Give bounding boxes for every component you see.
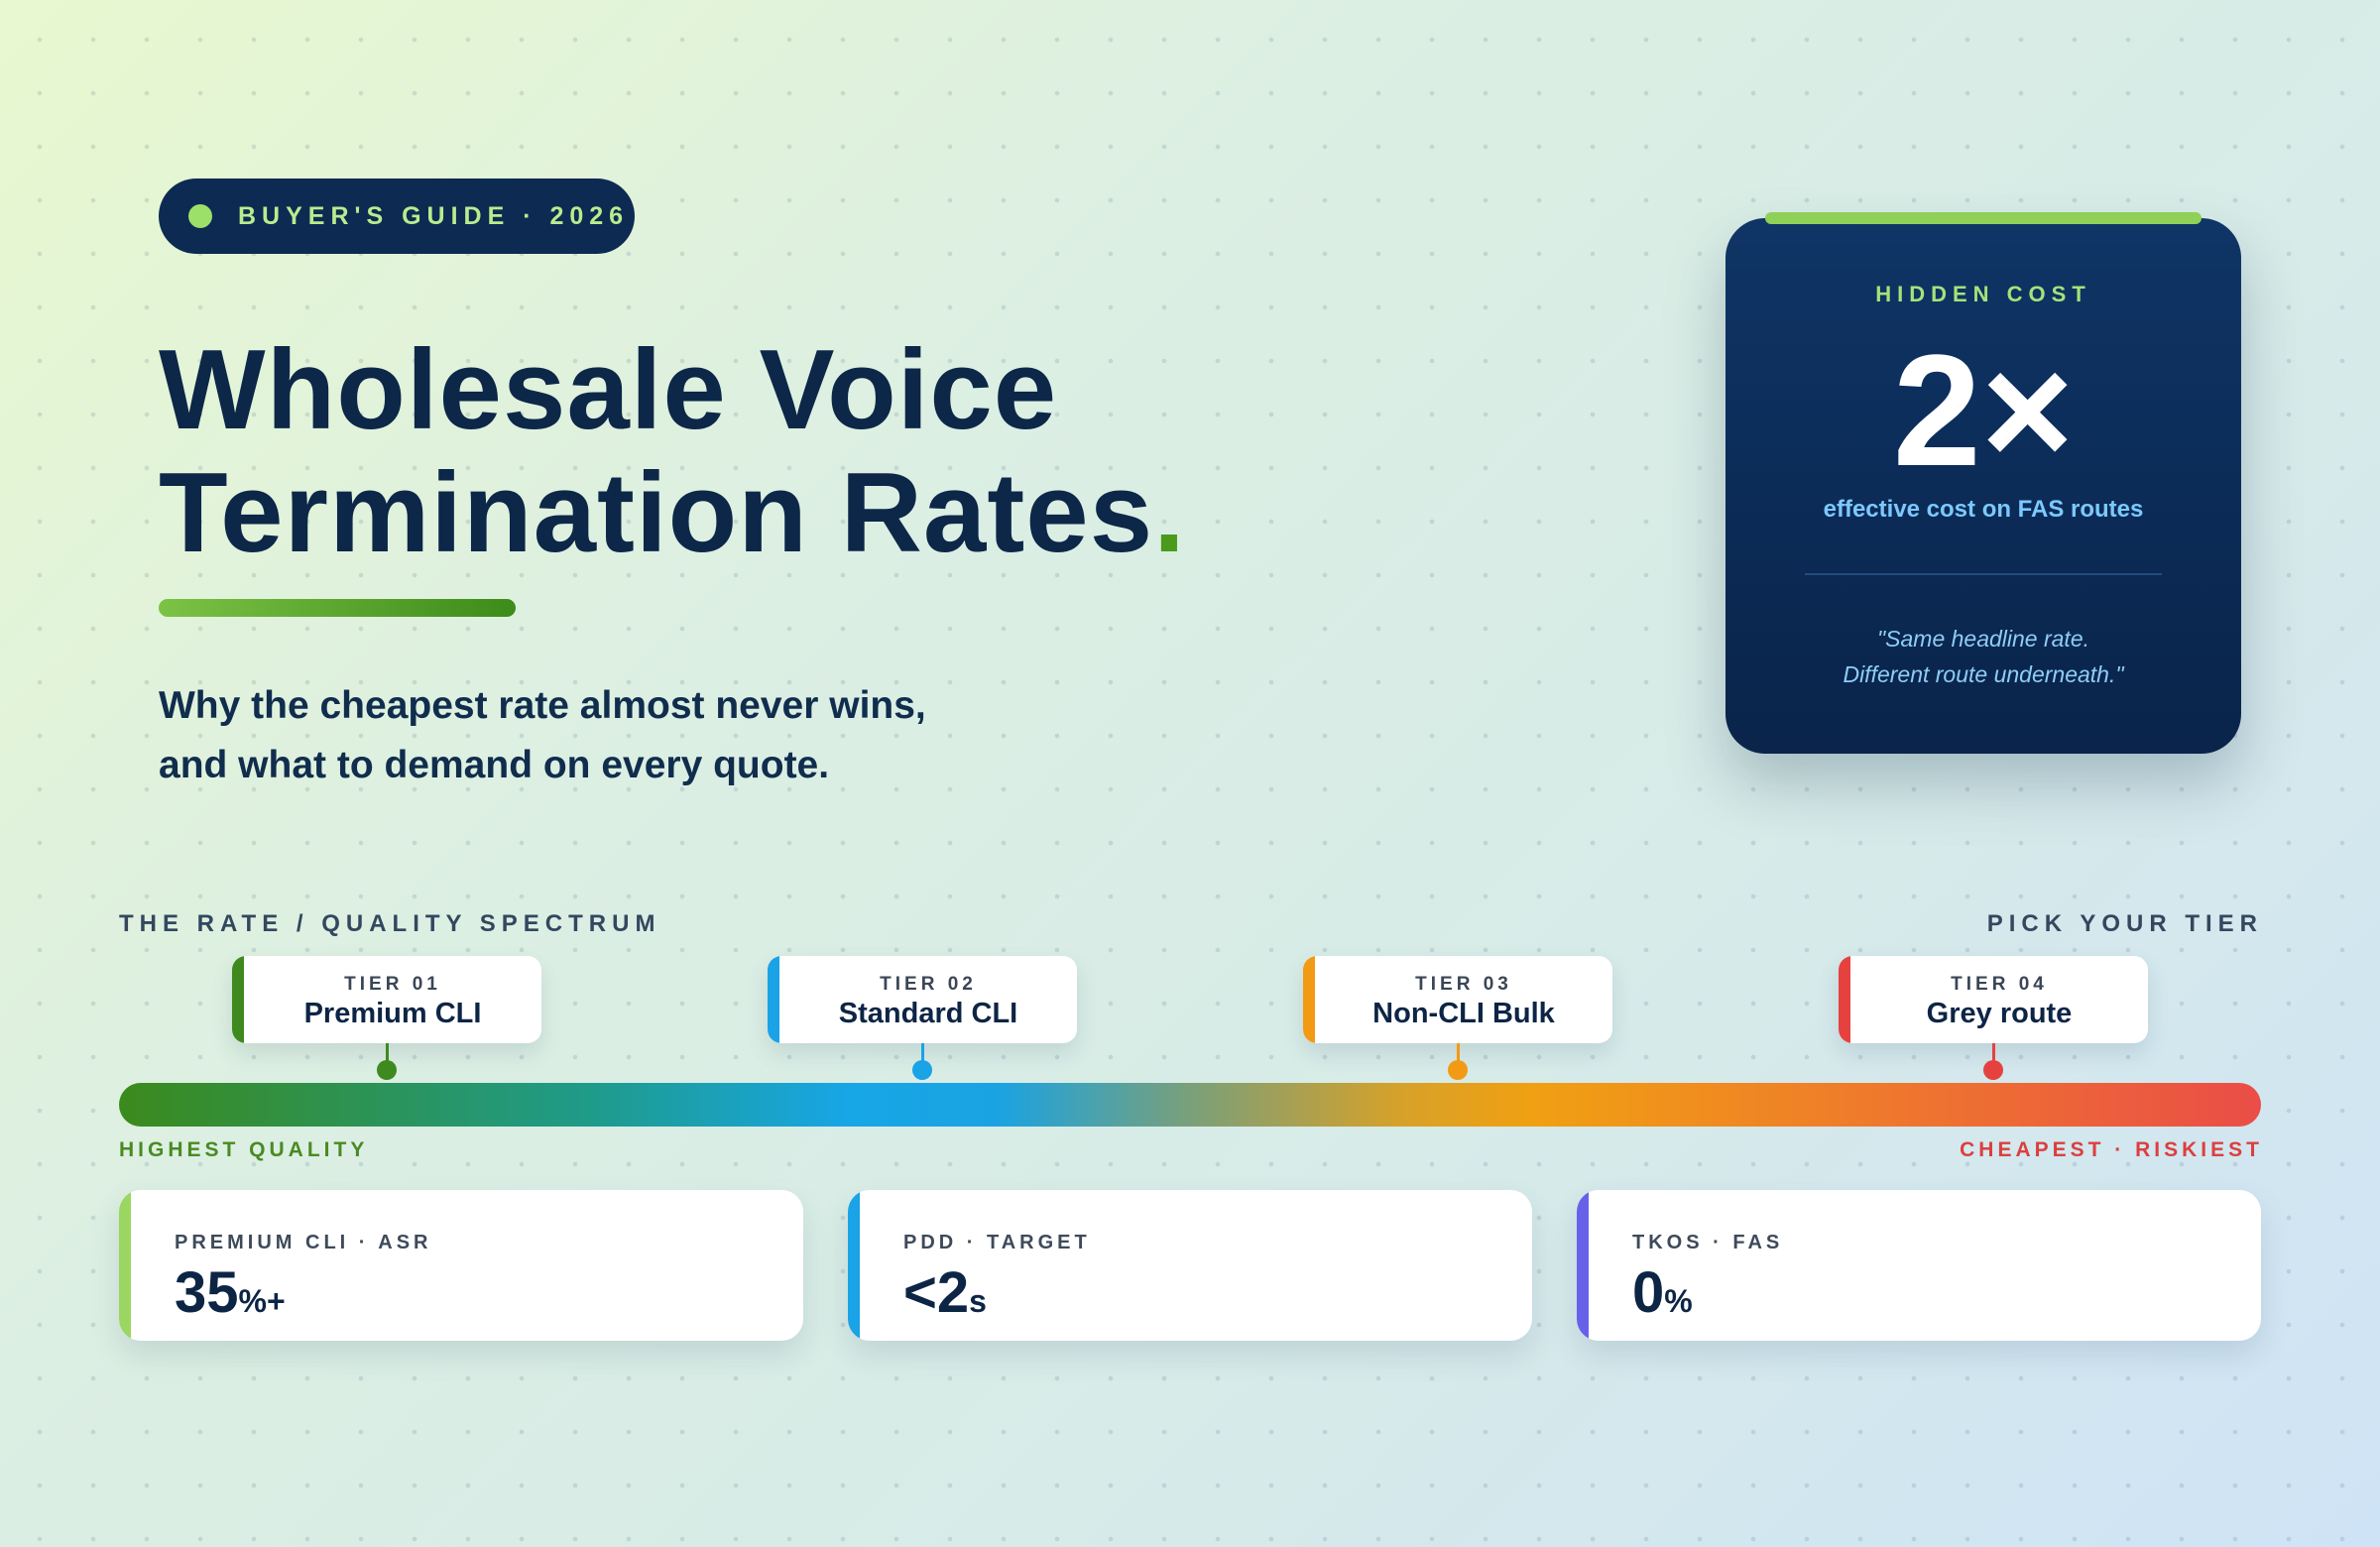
badge-dot-icon <box>188 204 212 228</box>
metric-card-asr: PREMIUM CLI · ASR 35%+ <box>119 1190 803 1341</box>
hidden-cost-card: HIDDEN COST 2× effective cost on FAS rou… <box>1726 212 2241 754</box>
metric-2-unit: s <box>969 1283 987 1319</box>
cost-card-description: effective cost on FAS routes <box>1823 496 2144 523</box>
tier-card-1-label: TIER 01 <box>344 974 441 995</box>
subtitle-line-1: Why the cheapest rate almost never wins, <box>159 684 926 727</box>
tier-3-stem <box>1456 1043 1460 1067</box>
metric-2-label: PDD · TARGET <box>903 1232 1091 1253</box>
metric-2-accent <box>848 1190 860 1341</box>
tier-4-stem <box>1991 1043 1995 1067</box>
tier-card-2-label: TIER 02 <box>880 974 977 995</box>
metric-3-number: 0 <box>1632 1260 1665 1325</box>
guide-badge: BUYER'S GUIDE · 2026 <box>159 178 635 254</box>
tier-card-4[interactable]: TIER 04 Grey route <box>1839 956 2148 1043</box>
tier-card-1-name: Premium CLI <box>303 998 482 1029</box>
title-underline <box>159 599 516 617</box>
badge-label: BUYER'S GUIDE · 2026 <box>238 201 630 230</box>
cost-card-value: 2× <box>1892 321 2075 499</box>
title-line-2: Termination Rates <box>159 450 1154 576</box>
title-line-2-wrap: Termination Rates. <box>159 452 1186 575</box>
subtitle: Why the cheapest rate almost never wins,… <box>159 676 1051 795</box>
spectrum-title: THE RATE / QUALITY SPECTRUM <box>119 910 661 937</box>
quote-line-2: Different route underneath." <box>1843 661 2124 687</box>
quote-line-1: "Same headline rate. <box>1876 626 2090 652</box>
tier-card-4-accent <box>1839 956 1850 1043</box>
tier-card-3-accent <box>1303 956 1315 1043</box>
tier-2-stem <box>920 1043 924 1067</box>
metric-card-pdd: PDD · TARGET <2s <box>848 1190 1532 1341</box>
page-title: Wholesale Voice Termination Rates. <box>159 329 1186 575</box>
tier-card-3-label: TIER 03 <box>1415 974 1512 995</box>
tier-card-3[interactable]: TIER 03 Non-CLI Bulk <box>1303 956 1612 1043</box>
cost-card-divider <box>1805 573 2162 575</box>
metric-1-value: 35%+ <box>175 1261 286 1340</box>
metric-1-unit: %+ <box>238 1283 286 1319</box>
tier-card-2[interactable]: TIER 02 Standard CLI <box>768 956 1077 1043</box>
spectrum-right-label: PICK YOUR TIER <box>1986 910 2263 937</box>
cost-card-label: HIDDEN COST <box>1875 282 2091 306</box>
metric-1-accent <box>119 1190 131 1341</box>
spectrum-low-label: HIGHEST QUALITY <box>119 1138 369 1161</box>
tier-1-marker-icon <box>377 1060 397 1080</box>
title-line-1: Wholesale Voice <box>159 327 1058 453</box>
subtitle-line-2: and what to demand on every quote. <box>159 744 830 786</box>
metric-1-label: PREMIUM CLI · ASR <box>175 1232 432 1253</box>
metric-1-number: 35 <box>175 1260 239 1325</box>
tier-2-marker-icon <box>912 1060 932 1080</box>
metric-3-label: TKOS · FAS <box>1632 1232 1784 1253</box>
metric-card-fas: TKOS · FAS 0% <box>1577 1190 2261 1341</box>
metric-3-value: 0% <box>1632 1261 1693 1340</box>
cost-card-accent <box>1765 212 2202 224</box>
title-period: . <box>1153 450 1186 576</box>
tier-card-4-name: Grey route <box>1926 998 2073 1029</box>
tier-card-4-label: TIER 04 <box>1951 974 2048 995</box>
metric-2-number: <2 <box>903 1260 970 1325</box>
spectrum-bar <box>119 1083 2261 1127</box>
tier-card-2-accent <box>768 956 779 1043</box>
tier-card-1[interactable]: TIER 01 Premium CLI <box>232 956 541 1043</box>
cost-card-quote: "Same headline rate. Different route und… <box>1726 621 2241 692</box>
tier-4-marker-icon <box>1983 1060 2003 1080</box>
tier-card-2-name: Standard CLI <box>838 998 1018 1029</box>
metric-3-unit: % <box>1664 1283 1693 1319</box>
metric-2-value: <2s <box>903 1261 987 1340</box>
tier-card-1-accent <box>232 956 244 1043</box>
metric-3-accent <box>1577 1190 1589 1341</box>
spectrum-high-label: CHEAPEST · RISKIEST <box>1960 1138 2263 1161</box>
tier-1-stem <box>385 1043 389 1067</box>
tier-card-3-name: Non-CLI Bulk <box>1372 998 1555 1029</box>
tier-3-marker-icon <box>1448 1060 1468 1080</box>
